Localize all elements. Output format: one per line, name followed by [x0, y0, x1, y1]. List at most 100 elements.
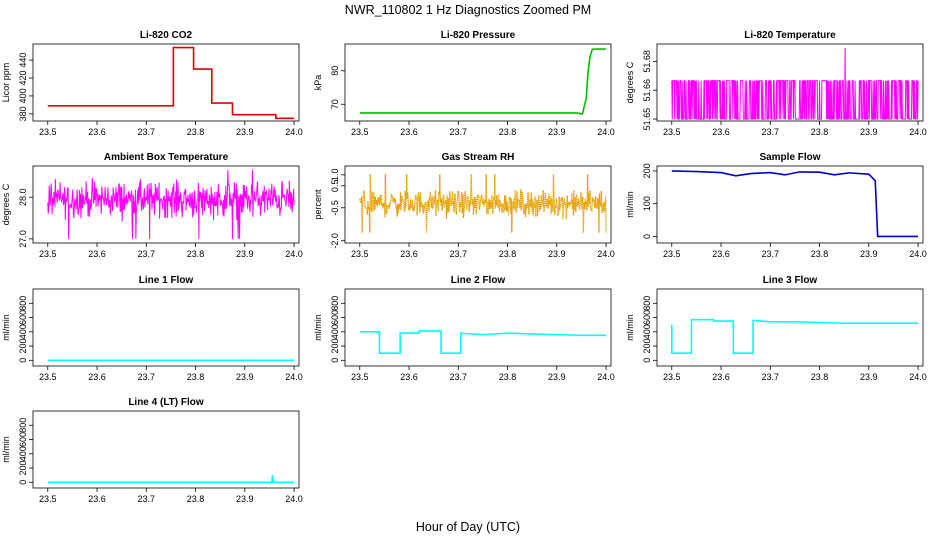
- panel-title: Gas Stream RH: [442, 152, 515, 163]
- x-tick-label: 23.8: [499, 127, 517, 137]
- x-tick-label: 23.5: [351, 127, 369, 137]
- figure-xlabel: Hour of Day (UTC): [416, 520, 520, 534]
- plot-frame: [344, 288, 612, 367]
- x-tick-label: 24.0: [285, 494, 303, 504]
- x-tick-label: 23.7: [138, 127, 156, 137]
- x-tick-label: 23.6: [400, 127, 418, 137]
- x-tick-label: 23.8: [499, 372, 517, 382]
- y-tick-label: 400: [18, 324, 28, 339]
- x-tick-label: 23.5: [663, 127, 681, 137]
- x-tick-label: 23.9: [860, 127, 878, 137]
- chart-line2: Line 2 Flow 23.5 23.6 23.7 23.8 23.9 24.0 0 2004…: [313, 275, 615, 382]
- plot-frame: [32, 288, 300, 367]
- y-tick-label: 800: [18, 418, 28, 433]
- x-tick-label: 23.7: [138, 249, 156, 259]
- y-tick-label: 1.0: [330, 169, 340, 182]
- y-tick-label: 400: [642, 324, 652, 339]
- plot-frame: [656, 43, 924, 122]
- series-line-temp: [671, 47, 919, 120]
- plot-frame: [32, 410, 300, 489]
- chart-ambient: Ambient Box Temperature 23.5 23.6 23.7 23.8 2…: [1, 152, 303, 259]
- y-tick-label: 0: [642, 234, 652, 239]
- x-tick-label: 23.8: [499, 249, 517, 259]
- x-tick-label: 24.0: [285, 372, 303, 382]
- y-axis-label: Licor ppm: [1, 63, 11, 103]
- x-tick-label: 23.7: [138, 372, 156, 382]
- y-tick-label: 400: [330, 324, 340, 339]
- x-tick-label: 23.8: [187, 249, 205, 259]
- x-tick-label: 23.6: [88, 127, 106, 137]
- panel-title: Line 1 Flow: [139, 275, 194, 286]
- x-tick-label: 24.0: [909, 249, 927, 259]
- x-tick-label: 23.9: [548, 249, 566, 259]
- y-tick-label: 0: [18, 358, 28, 363]
- panels: Li-820 CO2 23.5 23.6 23.7 23.8 23.9 24.0 380 400…: [1, 30, 927, 504]
- y-tick-label: 100: [642, 196, 652, 211]
- y-tick-label: 600: [18, 432, 28, 447]
- x-tick-label: 23.6: [712, 249, 730, 259]
- x-tick-label: 23.6: [88, 249, 106, 259]
- x-tick-label: 23.6: [712, 372, 730, 382]
- x-tick-label: 23.6: [400, 249, 418, 259]
- series-line-sample: [671, 170, 919, 238]
- panel-title: Line 3 Flow: [763, 275, 818, 286]
- panel-title: Line 2 Flow: [451, 275, 506, 286]
- y-tick-label: 200: [642, 339, 652, 354]
- x-tick-label: 23.7: [138, 494, 156, 504]
- y-tick-label: 200: [18, 461, 28, 476]
- x-tick-label: 23.9: [548, 127, 566, 137]
- plot-frame: [32, 165, 300, 244]
- y-tick-label: 800: [642, 296, 652, 311]
- chart-rh: Gas Stream RH 23.5 23.6 23.7 23.8 23.9 24.0 -2.…: [313, 152, 615, 259]
- y-axis-label: kPa: [313, 75, 323, 91]
- x-tick-label: 23.9: [860, 249, 878, 259]
- x-tick-label: 23.6: [88, 372, 106, 382]
- x-tick-label: 23.5: [663, 249, 681, 259]
- plot-frame: [32, 43, 300, 122]
- x-tick-label: 23.9: [548, 372, 566, 382]
- series-line-co2: [47, 46, 295, 120]
- chart-co2: Li-820 CO2 23.5 23.6 23.7 23.8 23.9 24.0 380 400…: [1, 30, 303, 137]
- panel-title: Li-820 Temperature: [744, 30, 836, 41]
- panel-title: Ambient Box Temperature: [104, 152, 229, 163]
- y-tick-label: 51.68: [642, 50, 652, 73]
- y-axis-label: ml/min: [625, 191, 635, 218]
- y-tick-label: 420: [18, 71, 28, 86]
- y-tick-label: -0.5: [330, 200, 340, 216]
- x-tick-label: 24.0: [597, 249, 615, 259]
- y-tick-label: 0.5: [330, 180, 340, 193]
- plot-frame: [344, 43, 612, 122]
- y-tick-label: 200: [330, 339, 340, 354]
- x-tick-label: 23.9: [236, 494, 254, 504]
- x-tick-label: 23.5: [39, 127, 57, 137]
- y-tick-label: 200: [18, 339, 28, 354]
- y-tick-label: 400: [18, 446, 28, 461]
- y-tick-label: 800: [330, 296, 340, 311]
- chart-line3: Line 3 Flow 23.5 23.6 23.7 23.8 23.9 24.0 0 2004…: [625, 275, 927, 382]
- x-tick-label: 23.7: [762, 249, 780, 259]
- x-tick-label: 23.5: [39, 249, 57, 259]
- x-tick-label: 23.9: [236, 372, 254, 382]
- y-tick-label: 380: [18, 106, 28, 121]
- y-tick-label: 440: [18, 53, 28, 68]
- x-tick-label: 23.5: [39, 494, 57, 504]
- x-tick-label: 23.7: [450, 372, 468, 382]
- x-tick-label: 23.8: [811, 372, 829, 382]
- series-line-rh: [359, 174, 607, 233]
- x-tick-label: 24.0: [909, 127, 927, 137]
- x-tick-label: 24.0: [285, 249, 303, 259]
- y-tick-label: 200: [642, 163, 652, 178]
- y-axis-label: ml/min: [625, 314, 635, 341]
- figure-title: NWR_110802 1 Hz Diagnostics Zoomed PM: [345, 3, 591, 17]
- y-tick-label: 51.66: [642, 79, 652, 102]
- x-tick-label: 23.8: [187, 372, 205, 382]
- chart-sample: Sample Flow 23.5 23.6 23.7 23.8 23.9 24.0 0 100 2…: [625, 152, 927, 259]
- y-axis-label: ml/min: [313, 314, 323, 341]
- x-tick-label: 23.9: [236, 249, 254, 259]
- x-tick-label: 23.5: [39, 372, 57, 382]
- x-tick-label: 23.8: [187, 127, 205, 137]
- x-tick-label: 24.0: [285, 127, 303, 137]
- y-tick-label: 70: [330, 99, 340, 109]
- x-tick-label: 23.7: [762, 372, 780, 382]
